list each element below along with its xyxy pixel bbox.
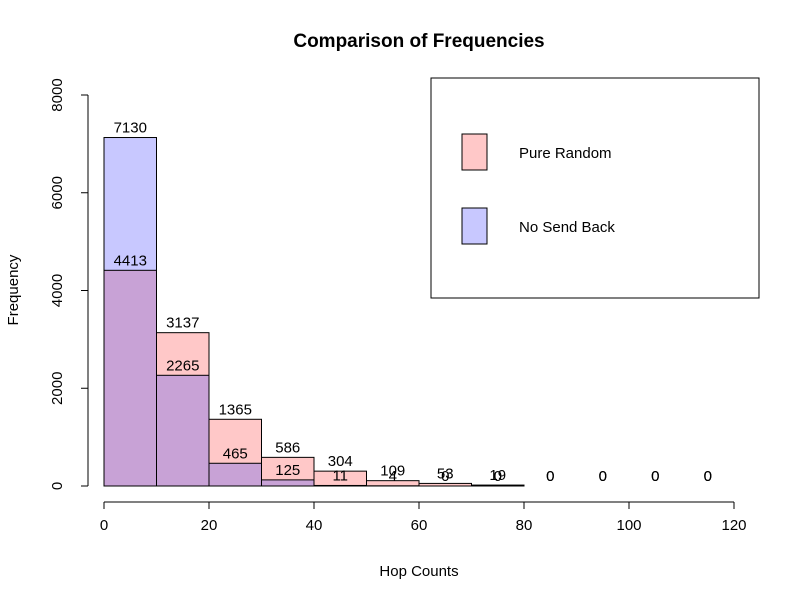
legend-swatch-no-send-back xyxy=(461,207,488,245)
data-label-pure-random: 19 xyxy=(489,467,506,484)
data-label-no-send-back: 125 xyxy=(275,462,300,479)
bar-fill-overlap xyxy=(104,270,157,486)
bar-fill-upper xyxy=(156,332,209,376)
bar-no-send-back xyxy=(156,374,210,487)
data-label-pure-random: 109 xyxy=(380,463,405,480)
data-label-pure-random: 4413 xyxy=(114,252,147,269)
legend-label-pure-random: Pure Random xyxy=(519,145,612,162)
legend: Pure Random No Send Back xyxy=(430,77,760,299)
bar-fill-upper xyxy=(209,419,262,464)
data-label-no-send-back: 0 xyxy=(546,468,554,485)
bar-fill-upper xyxy=(366,480,419,486)
data-label-no-send-back: 0 xyxy=(441,468,449,485)
y-tick-label: 2000 xyxy=(49,372,66,405)
data-label-no-send-back: 2265 xyxy=(166,357,199,374)
data-label-no-send-back: 11 xyxy=(332,467,348,484)
bar-pure-random xyxy=(471,484,525,487)
data-label-no-send-back: 4 xyxy=(389,468,397,485)
y-axis-label: Frequency xyxy=(5,254,22,325)
bar-no-send-back xyxy=(103,137,157,487)
data-label-pure-random: 0 xyxy=(651,468,659,485)
bar-fill-overlap xyxy=(209,463,262,486)
data-label-pure-random: 0 xyxy=(546,468,554,485)
y-tick-label: 8000 xyxy=(49,78,66,111)
x-tick-label: 0 xyxy=(100,517,108,534)
data-label-pure-random: 304 xyxy=(328,453,353,470)
bar-no-send-back xyxy=(313,484,367,487)
data-label-no-send-back: 0 xyxy=(599,468,607,485)
bar-no-send-back xyxy=(261,479,315,487)
data-label-no-send-back: 0 xyxy=(651,468,659,485)
x-tick-label: 80 xyxy=(516,517,533,534)
bar-fill-overlap xyxy=(261,479,314,486)
bar-fill-upper xyxy=(419,483,472,486)
x-tick-label: 20 xyxy=(201,517,218,534)
x-tick-label: 100 xyxy=(616,517,641,534)
y-tick-label: 6000 xyxy=(49,176,66,209)
data-label-no-send-back: 0 xyxy=(704,468,712,485)
data-label-no-send-back: 465 xyxy=(223,445,248,462)
bar-no-send-back xyxy=(208,462,262,487)
legend-swatch-pure-random xyxy=(461,133,488,171)
y-tick-label: 0 xyxy=(49,482,66,490)
data-label-pure-random: 53 xyxy=(437,465,454,482)
data-label-pure-random: 586 xyxy=(275,439,300,456)
data-label-pure-random: 0 xyxy=(704,468,712,485)
legend-box xyxy=(430,77,760,299)
bars-layer xyxy=(103,137,525,487)
bar-fill-upper xyxy=(261,457,314,480)
data-label-pure-random: 1365 xyxy=(219,401,252,418)
legend-label-no-send-back: No Send Back xyxy=(519,219,615,236)
data-label-pure-random: 3137 xyxy=(166,315,199,332)
bar-fill-overlap xyxy=(156,375,209,486)
y-tick-label: 4000 xyxy=(49,274,66,307)
bar-fill-upper xyxy=(314,471,367,486)
x-tick-label: 120 xyxy=(721,517,746,534)
bar-fill-upper xyxy=(104,137,157,271)
x-axis-label: Hop Counts xyxy=(379,563,458,580)
data-label-no-send-back: 0 xyxy=(494,468,502,485)
chart-title: Comparison of Frequencies xyxy=(293,31,544,52)
data-label-pure-random: 0 xyxy=(599,468,607,485)
x-tick-label: 60 xyxy=(411,517,428,534)
data-label-no-send-back: 7130 xyxy=(114,120,147,137)
x-tick-label: 40 xyxy=(306,517,323,534)
